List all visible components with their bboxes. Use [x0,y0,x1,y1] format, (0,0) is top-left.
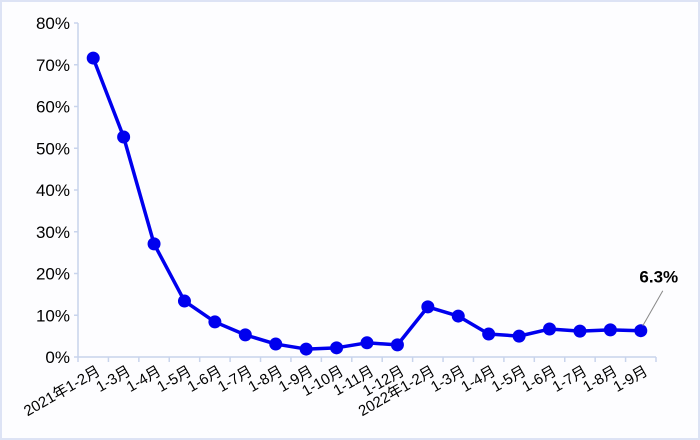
x-tick-label: 2021年1-2月 [21,363,103,420]
y-tick-label: 30% [36,223,70,242]
y-tick-label: 20% [36,265,70,284]
y-tick-label: 0% [45,348,70,367]
y-tick-label: 60% [36,98,70,117]
data-label: 6.3% [639,268,678,287]
data-point [451,309,465,323]
data-point [330,341,344,355]
data-point [269,337,283,351]
data-point [238,328,252,342]
y-tick-label: 80% [36,14,70,33]
y-tick-label: 50% [36,139,70,158]
data-point [147,237,161,251]
data-point [177,294,191,308]
data-point [512,329,526,343]
series-line [91,57,641,351]
x-tick-label: 1-9月 [611,363,651,396]
y-tick-label: 70% [36,56,70,75]
data-point [299,342,313,356]
data-point [634,324,648,338]
data-point [482,327,496,341]
data-point [573,324,587,338]
data-point [603,323,617,337]
y-tick-label: 40% [36,181,70,200]
data-point [543,322,557,336]
data-point [390,338,404,352]
data-point [86,51,100,65]
data-point [421,300,435,314]
y-tick-label: 10% [36,306,70,325]
data-point [208,315,222,329]
data-point [117,130,131,144]
data-point [360,336,374,350]
annotation-leader-line [642,290,664,326]
